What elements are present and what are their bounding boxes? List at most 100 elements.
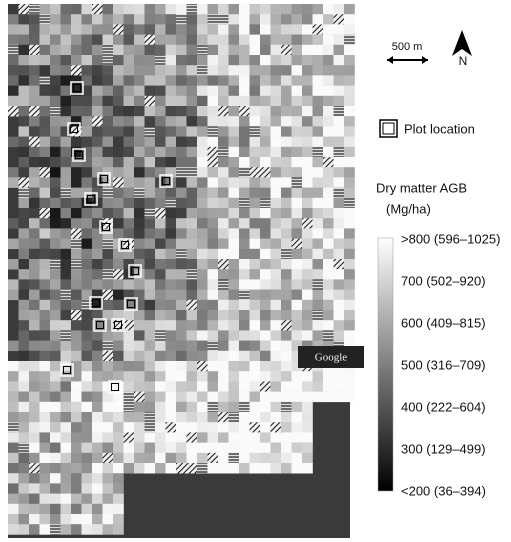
grid-cell: [8, 524, 19, 535]
grid-cell: [155, 157, 166, 168]
grid-cell: [260, 463, 271, 474]
grid-cell: [260, 126, 271, 136]
grid-cell: [292, 228, 303, 239]
grid-cell: [229, 55, 240, 66]
grid-cell: [281, 157, 292, 168]
grid-cell: [313, 371, 324, 382]
grid-cell: [302, 55, 313, 66]
grid-cell: [61, 55, 72, 66]
grid-cell: [323, 392, 334, 403]
grid-cell: [281, 341, 292, 352]
grid-cell: [250, 208, 261, 219]
grid-cell: [103, 453, 114, 464]
grid-cell: [19, 494, 30, 505]
grid-cell: [313, 116, 324, 127]
grid-cell: [155, 188, 166, 199]
grid-cell: [145, 330, 156, 341]
grid-cell: [302, 249, 313, 259]
grid-cell: [40, 86, 51, 97]
grid-cell: [271, 177, 282, 188]
grid-cell: [50, 106, 61, 117]
grid-cell: [187, 14, 198, 25]
grid-cell: [82, 137, 93, 148]
grid-cell: [40, 35, 51, 46]
grid-cell: [313, 392, 324, 403]
grid-cell: [19, 65, 30, 76]
grid-cell: [208, 300, 219, 311]
grid-cell: [334, 208, 345, 219]
grid-cell: [271, 341, 282, 352]
grid-cell: [239, 432, 250, 443]
grid-cell: [334, 249, 345, 259]
grid-cell: [292, 14, 303, 25]
grid-cell: [229, 4, 240, 15]
grid-cell: [19, 35, 30, 46]
grid-cell: [323, 279, 334, 290]
grid-cell: [281, 300, 292, 311]
grid-cell: [50, 330, 61, 341]
grid-cell: [239, 310, 250, 321]
grid-cell: [145, 351, 156, 362]
grid-cell: [208, 86, 219, 97]
grid-cell: [208, 453, 219, 464]
grid-cell: [229, 279, 240, 290]
grid-cell: [323, 320, 334, 331]
grid-cell: [50, 494, 61, 505]
grid-cell: [82, 453, 93, 464]
grid-cell: [134, 320, 145, 331]
grid-cell: [113, 65, 124, 76]
grid-cell: [176, 249, 187, 259]
grid-cell: [166, 341, 177, 352]
grid-cell: [113, 483, 124, 494]
grid-cell: [40, 24, 51, 35]
grid-cell: [92, 463, 103, 474]
grid-cell: [40, 188, 51, 199]
grid-cell: [155, 300, 166, 311]
grid-cell: [166, 402, 177, 413]
grid-cell: [176, 361, 187, 372]
grid-cell: [302, 35, 313, 46]
grid-cell: [302, 177, 313, 188]
grid-cell: [19, 473, 30, 484]
grid-cell: [8, 432, 19, 443]
grid-cell: [250, 198, 261, 209]
grid-cell: [197, 300, 208, 311]
grid-cell: [166, 147, 177, 158]
grid-cell: [334, 147, 345, 158]
grid-cell: [334, 371, 345, 382]
grid-cell: [302, 4, 313, 15]
agb-grid: [8, 4, 355, 535]
grid-cell: [334, 177, 345, 188]
grid-cell: [281, 402, 292, 413]
grid-cell: [71, 65, 82, 76]
grid-cell: [281, 351, 292, 362]
grid-cell: [271, 86, 282, 97]
legend-label: 400 (222–604): [401, 399, 486, 414]
grid-cell: [176, 351, 187, 362]
grid-cell: [239, 4, 250, 15]
grid-cell: [103, 371, 114, 382]
grid-cell: [29, 208, 40, 219]
grid-cell: [29, 96, 40, 107]
grid-cell: [281, 412, 292, 423]
grid-cell: [124, 137, 135, 148]
grid-cell: [103, 443, 114, 454]
grid-cell: [344, 381, 355, 392]
grid-cell: [218, 208, 229, 219]
grid-cell: [71, 228, 82, 239]
grid-cell: [113, 432, 124, 443]
grid-cell: [40, 463, 51, 474]
grid-cell: [218, 320, 229, 331]
grid-cell: [124, 55, 135, 66]
grid-cell: [218, 228, 229, 239]
grid-cell: [145, 167, 156, 178]
grid-cell: [271, 259, 282, 270]
grid-cell: [281, 116, 292, 127]
grid-cell: [292, 463, 303, 474]
grid-cell: [29, 463, 40, 474]
grid-cell: [166, 14, 177, 25]
grid-cell: [302, 208, 313, 219]
grid-cell: [197, 157, 208, 168]
grid-cell: [260, 208, 271, 219]
grid-cell: [8, 167, 19, 178]
